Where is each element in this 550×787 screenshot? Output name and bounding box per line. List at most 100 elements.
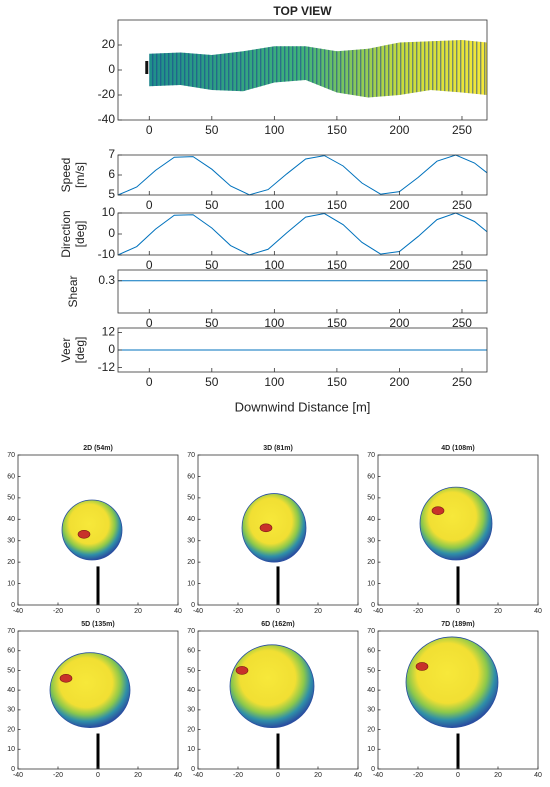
x-tick-label: 40 [174,608,182,615]
x-tick-label: 100 [264,258,284,272]
y-tick-label: 0 [191,602,195,609]
y-tick-label: 40 [187,516,195,523]
y-tick-label: 70 [187,628,195,635]
x-tick-label: -20 [413,772,423,779]
x-tick-label: 0 [96,772,100,779]
y-tick-label: 20 [367,726,375,733]
x-tick-label: 50 [205,123,219,137]
line [117,154,488,196]
y-tick-label: 20 [187,726,195,733]
y-tick-label: 60 [367,648,375,655]
y-axis-label: Speed [59,158,73,193]
y-tick-label: 0 [108,342,115,356]
x-tick-label: -40 [193,608,203,615]
y-tick-label: 5 [108,187,115,201]
y-tick-label: 60 [187,648,195,655]
y-tick-label: 50 [367,667,375,674]
y-tick-label: 10 [7,746,15,753]
y-axis-label: Veer [59,338,73,363]
x-tick-label: 40 [534,772,542,779]
x-tick-label: -20 [233,608,243,615]
y-tick-label: 0.3 [98,273,115,287]
x-tick-label: 50 [205,258,219,272]
x-axis-label: Downwind Distance [m] [235,399,371,414]
y-tick-label: 50 [187,495,195,502]
x-tick-label: 40 [354,772,362,779]
y-tick-label: 20 [367,559,375,566]
x-tick-label: 200 [389,258,409,272]
chart-title: 2D (54m) [83,445,113,452]
x-tick-label: 20 [134,608,142,615]
x-tick-label: -40 [373,608,383,615]
y-tick-label: 7 [108,147,115,161]
y-tick-label: 40 [7,516,15,523]
y-tick-label: 12 [102,325,116,339]
x-tick-label: 20 [314,608,322,615]
y-tick-label: 70 [367,452,375,459]
y-tick-label: 30 [187,538,195,545]
x-tick-label: 50 [205,198,219,212]
wake-band-lines [149,40,487,98]
x-tick-label: 250 [452,123,472,137]
y-tick-label: 60 [7,473,15,480]
x-tick-label: 0 [146,198,153,212]
x-tick-label: 100 [264,316,284,330]
y-tick-label: 50 [7,495,15,502]
x-tick-label: 0 [146,316,153,330]
chart-title: 7D (189m) [441,621,474,628]
x-tick-label: 100 [264,198,284,212]
x-tick-label: 0 [276,608,280,615]
y-tick-label: 10 [187,580,195,587]
x-tick-label: 0 [456,772,460,779]
y-tick-label: -12 [98,360,116,374]
vortex-core [77,529,91,539]
y-tick-label: 0 [371,766,375,773]
y-tick-label: 0 [11,766,15,773]
x-tick-label: 150 [327,198,347,212]
x-tick-label: 200 [389,316,409,330]
x-tick-label: 0 [96,608,100,615]
y-tick-label: -10 [98,247,116,261]
x-tick-label: 200 [389,198,409,212]
wake [229,644,315,728]
chart-title: 6D (162m) [261,621,294,628]
x-tick-label: 20 [314,772,322,779]
y-tick-label: 50 [367,495,375,502]
y-tick-label: 40 [367,687,375,694]
x-tick-label: 250 [452,198,472,212]
x-tick-label: 150 [327,258,347,272]
y-tick-label: 20 [102,37,116,51]
x-tick-label: -20 [53,608,63,615]
x-tick-label: -40 [13,772,23,779]
rotor [145,61,149,74]
x-tick-label: 40 [534,608,542,615]
x-tick-label: -20 [413,608,423,615]
chart-title: TOP VIEW [273,4,332,18]
axes-box [117,269,488,314]
y-tick-label: 50 [7,667,15,674]
y-tick-label: 10 [102,205,116,219]
y-tick-label: 50 [187,667,195,674]
x-tick-label: 150 [327,123,347,137]
x-tick-label: 250 [452,375,472,389]
y-tick-label: 70 [7,452,15,459]
y-tick-label: -40 [98,112,116,126]
y-tick-label: 70 [367,628,375,635]
y-tick-label: 30 [187,707,195,714]
y-tick-label: 20 [7,559,15,566]
y-tick-label: 30 [7,538,15,545]
y-tick-label: 30 [7,707,15,714]
x-tick-label: 200 [389,375,409,389]
y-tick-label: 30 [367,707,375,714]
x-tick-label: 0 [146,375,153,389]
x-tick-label: 20 [134,772,142,779]
line [117,212,488,256]
y-tick-label: 0 [11,602,15,609]
y-axis-label: Direction [59,210,73,257]
y-axis-label: [deg] [73,337,87,364]
y-tick-label: 0 [108,62,115,76]
x-tick-label: 100 [264,375,284,389]
x-tick-label: 0 [146,123,153,137]
y-tick-label: 0 [371,602,375,609]
